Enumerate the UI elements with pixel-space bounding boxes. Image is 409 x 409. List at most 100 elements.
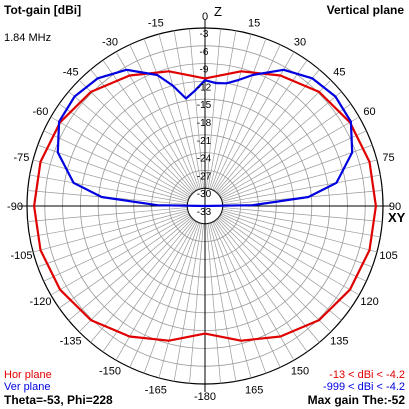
- grid-spoke: [58, 215, 191, 309]
- angle-label: 15: [248, 17, 260, 29]
- ring-label: -33: [197, 207, 212, 218]
- legend-hor-range: -13 < dBi < -4.2: [329, 369, 405, 381]
- grid-spoke: [210, 222, 267, 374]
- angle-label: -30: [102, 36, 118, 48]
- pattern-traces: [33, 68, 377, 342]
- angle-label: -105: [10, 250, 32, 262]
- ring-labels: -3 -6 -9 -12 -15 -18 -21 -24 -27 -30 -33: [197, 29, 212, 218]
- angle-label: 135: [330, 335, 348, 347]
- grid-spoke: [212, 44, 281, 191]
- grid-spoke: [218, 217, 342, 321]
- grid-spoke: [37, 211, 189, 268]
- grid-spoke: [207, 30, 237, 189]
- ring-label: -27: [197, 171, 212, 182]
- angle-label: -90: [7, 201, 23, 213]
- grid-spoke: [210, 38, 267, 190]
- grid-spoke: [222, 159, 378, 202]
- grid-spoke: [221, 144, 373, 201]
- grid-spoke: [220, 213, 367, 282]
- grid-spoke: [220, 214, 360, 296]
- angle-label: 165: [245, 385, 263, 397]
- legend-ver-range: -999 < dBi < -4.2: [323, 381, 405, 393]
- grid-spoke: [158, 223, 201, 379]
- grid-spoke: [189, 223, 204, 384]
- angle-label: 105: [379, 250, 397, 262]
- zenith-label: Z: [214, 4, 222, 19]
- grid-spoke: [218, 91, 342, 195]
- grid-spoke: [221, 211, 373, 268]
- grid-spoke: [32, 210, 188, 253]
- angle-label: 0: [202, 11, 208, 23]
- ring-label: -3: [200, 29, 209, 40]
- grid-spoke: [214, 220, 308, 353]
- ring-label: -15: [197, 100, 212, 111]
- ring-label: -12: [197, 82, 212, 93]
- grid-spoke: [220, 130, 367, 199]
- grid-spoke: [222, 207, 383, 222]
- angle-label: -60: [33, 106, 49, 118]
- grid-spoke: [173, 223, 203, 382]
- grid-spoke: [219, 215, 352, 309]
- grid-spoke: [27, 207, 188, 222]
- angle-label: -150: [99, 366, 121, 378]
- angle-labels: 0 15 30 45 60 75 90 105 120 135 150 165 -180 -165 -150…: [7, 11, 401, 403]
- grid-spoke: [50, 214, 190, 296]
- grid-spoke: [29, 174, 188, 204]
- grid-spoke: [90, 219, 194, 343]
- angle-label: -180: [194, 391, 216, 403]
- grid-spoke: [209, 223, 252, 379]
- grid-spoke: [32, 159, 188, 202]
- angle-label: -75: [14, 152, 30, 164]
- grid-spoke: [207, 223, 237, 382]
- grid-spoke: [68, 91, 192, 195]
- angle-label: 90: [389, 201, 401, 213]
- grid-spoke: [43, 213, 190, 282]
- grid-spoke: [219, 103, 352, 197]
- frequency-label: 1.84 MHz: [4, 32, 51, 44]
- grid-spoke: [158, 33, 201, 189]
- ring-label: -30: [197, 189, 212, 200]
- axis-label-xy: XY: [388, 210, 406, 225]
- angle-label: 120: [360, 296, 378, 308]
- angle-label: 150: [291, 366, 309, 378]
- series-line-ver-plane: [56, 68, 354, 208]
- ring-label: -18: [197, 118, 212, 129]
- grid-spoke: [220, 116, 360, 198]
- chart-title-right: Vertical plane: [327, 3, 405, 17]
- grid-spoke: [143, 38, 200, 190]
- grid-spoke: [68, 217, 192, 321]
- angle-label: -15: [148, 17, 164, 29]
- ring-label: -21: [197, 136, 212, 147]
- grid-spoke: [214, 59, 308, 192]
- grid-spoke: [222, 174, 381, 204]
- legend-ver-plane: Ver plane: [4, 381, 50, 393]
- chart-title-left: Tot-gain [dBi]: [4, 3, 81, 17]
- grid-spoke: [50, 116, 190, 198]
- grid-spoke: [222, 210, 378, 253]
- grid-spoke: [129, 221, 198, 368]
- angle-label: 45: [333, 67, 345, 79]
- grid-spoke: [129, 44, 198, 191]
- angle-label: 30: [294, 36, 306, 48]
- grid-spoke: [37, 144, 189, 201]
- grid-spoke: [206, 28, 221, 189]
- ring-label: -6: [200, 47, 209, 58]
- grid-spoke: [217, 79, 332, 194]
- status-theta-phi: Theta=-53, Phi=228: [4, 393, 113, 407]
- grid-spoke: [217, 218, 332, 333]
- ring-label: -24: [197, 154, 212, 165]
- angle-label: -135: [60, 335, 82, 347]
- legend-hor-plane: Hor plane: [4, 369, 52, 381]
- angle-label: 60: [363, 106, 375, 118]
- grid-spoke: [102, 59, 196, 192]
- grid-spoke: [212, 221, 281, 368]
- grid-spoke: [90, 69, 194, 193]
- grid-spoke: [143, 222, 200, 374]
- angle-label: -120: [29, 296, 51, 308]
- grid-spoke: [173, 30, 203, 189]
- grid-spoke: [189, 28, 204, 189]
- grid-spoke: [102, 220, 196, 353]
- angle-label: -45: [63, 67, 79, 79]
